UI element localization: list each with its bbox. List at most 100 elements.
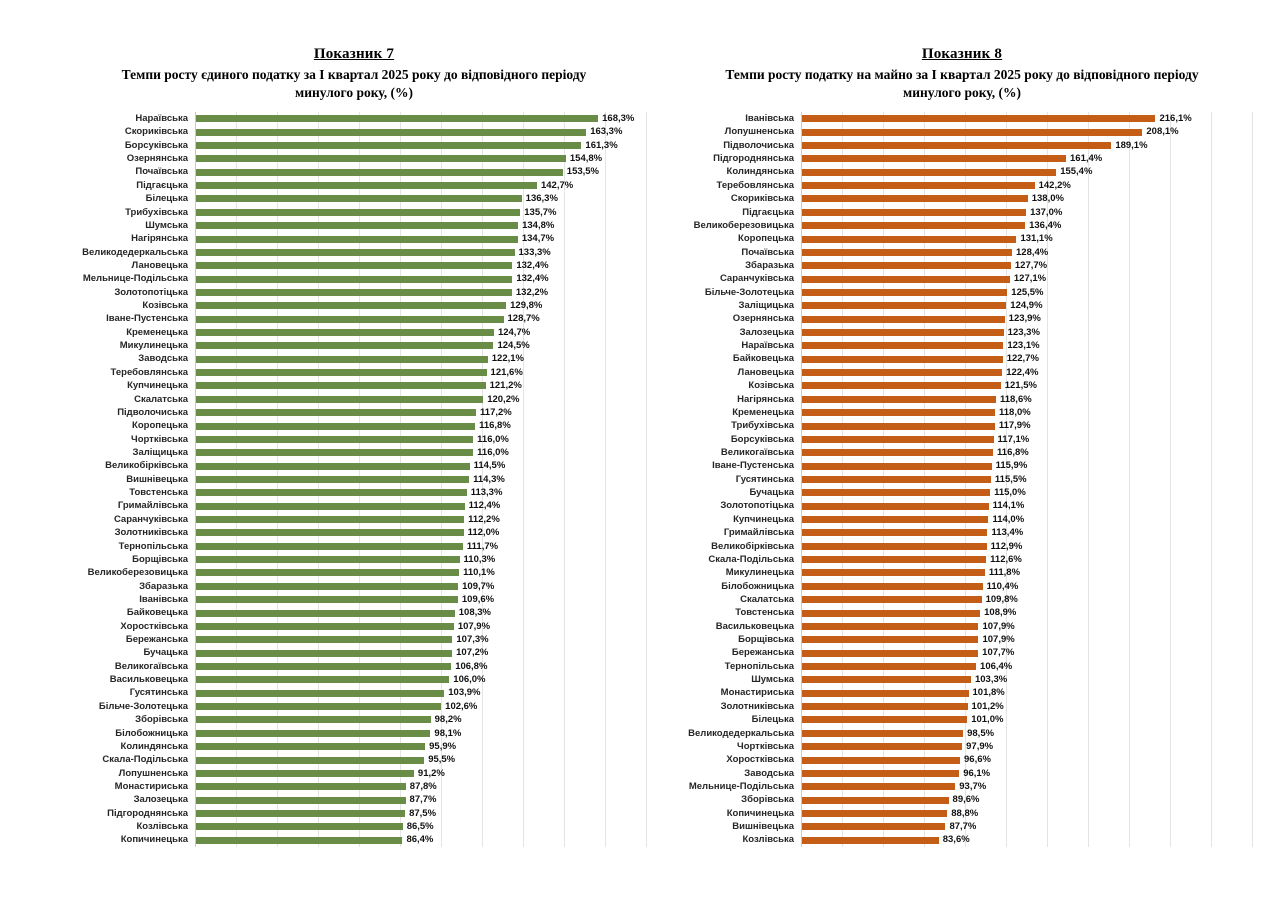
bar <box>196 649 453 657</box>
bar-track: 123,3% <box>801 325 1260 340</box>
bar-row: Купчинецька 121,2% <box>58 379 650 393</box>
category-label: Скориківська <box>730 193 794 205</box>
bar-row: Залозецька 123,3% <box>664 325 1260 340</box>
bar-track: 117,9% <box>801 419 1260 433</box>
bar-track: 122,7% <box>801 352 1260 366</box>
bar-track: 113,3% <box>195 486 650 500</box>
bar-track: 111,8% <box>801 566 1260 580</box>
bar-row: Лановецька 132,4% <box>58 259 650 273</box>
category-label: Білобожницька <box>115 727 188 739</box>
bar <box>802 315 1005 323</box>
bar-row: Озернянська 154,8% <box>58 152 650 166</box>
bar-row: Мельнице-Подільська 132,4% <box>58 272 650 286</box>
category-label: Теребовлянська <box>110 366 188 378</box>
bar-row: Бучацька 107,2% <box>58 646 650 660</box>
bar-row: Озернянська 123,9% <box>664 312 1260 326</box>
bar <box>196 462 470 470</box>
value-label: 114,0% <box>992 513 1025 525</box>
bar <box>196 141 582 149</box>
bar-track: 142,7% <box>195 178 650 193</box>
value-label: 95,5% <box>428 754 456 766</box>
value-label: 115,0% <box>994 487 1026 499</box>
category-label: Зборівська <box>741 794 794 806</box>
value-label: 114,1% <box>992 500 1025 512</box>
bar-track: 107,9% <box>801 633 1260 647</box>
bar-row: Шумська 134,8% <box>58 218 650 233</box>
bar-track: 120,2% <box>195 392 650 406</box>
category-label: Теребовлянська <box>716 179 794 191</box>
value-label: 116,0% <box>477 447 509 458</box>
bar <box>196 729 431 737</box>
bar <box>196 622 454 630</box>
bar-row: Скалатська 120,2% <box>58 392 650 406</box>
bar-track: 91,2% <box>195 766 650 781</box>
category-label: Коропецька <box>132 420 188 432</box>
bar-track: 128,4% <box>801 245 1260 260</box>
value-label: 115,9% <box>995 460 1028 472</box>
bar-track: 124,9% <box>801 299 1260 313</box>
value-label: 117,2% <box>480 406 512 418</box>
category-label: Мельнице-Подільська <box>688 780 794 792</box>
category-label: Купчинецька <box>127 380 188 392</box>
bar-row: Хоростківська 107,9% <box>58 619 650 634</box>
value-label: 113,3% <box>470 487 503 499</box>
bar <box>196 609 455 617</box>
category-label: Васильковецька <box>109 674 188 686</box>
bar-row: Шумська 103,3% <box>664 673 1260 687</box>
value-label: 133,3% <box>518 246 551 258</box>
bar-row: Лановецька 122,4% <box>664 365 1260 380</box>
bar-row: Гусятинська 103,9% <box>58 686 650 700</box>
bar-track: 124,5% <box>195 339 650 353</box>
category-label: Підволочиська <box>117 406 188 418</box>
bar <box>802 475 991 483</box>
bar <box>196 809 406 817</box>
bar-row: Заліщицька 116,0% <box>58 446 650 460</box>
value-label: 96,1% <box>963 767 991 779</box>
category-label: Чортківська <box>737 740 794 752</box>
bar <box>196 836 403 844</box>
value-label: 136,3% <box>525 193 558 205</box>
bar <box>802 141 1112 149</box>
bar-row: Колиндянська 155,4% <box>664 165 1260 179</box>
bar-row: Васильковецька 107,9% <box>664 619 1260 634</box>
category-label: Золотниківська <box>114 527 188 539</box>
category-label: Монастириська <box>720 687 794 699</box>
category-label: Гримайлівська <box>723 527 794 539</box>
bar <box>802 676 971 684</box>
category-label: Мельнице-Подільська <box>82 273 188 285</box>
bar-row: Почаївська 128,4% <box>664 245 1260 260</box>
bar <box>802 569 985 577</box>
value-label: 109,7% <box>462 580 495 592</box>
bar <box>196 342 494 350</box>
value-label: 106,8% <box>455 660 488 672</box>
category-label: Кременецька <box>126 326 188 338</box>
bar-row: Вишнівецька 87,7% <box>664 820 1260 834</box>
value-label: 117,1% <box>997 433 1030 445</box>
value-label: 107,9% <box>457 620 491 632</box>
bar <box>802 609 981 617</box>
value-label: 123,1% <box>1007 340 1040 352</box>
category-label: Почаївська <box>741 246 794 258</box>
bar-track: 116,0% <box>195 432 650 447</box>
bar-row: Бережанська 107,7% <box>664 646 1260 660</box>
bar <box>802 636 979 644</box>
bar-row: Великогаївська 116,8% <box>664 446 1260 460</box>
category-label: Хоростківська <box>120 620 188 632</box>
bar <box>802 756 960 764</box>
value-label: 86,4% <box>406 834 434 846</box>
bar-track: 109,7% <box>195 579 650 594</box>
bar-track: 115,0% <box>801 486 1260 500</box>
bar <box>802 182 1035 190</box>
bar <box>196 222 519 230</box>
category-label: Колиндянська <box>726 166 794 178</box>
bar-track: 103,9% <box>195 686 650 700</box>
bar-row: Нараївська 168,3% <box>58 112 650 126</box>
bar-row: Борщівська 107,9% <box>664 633 1260 647</box>
value-label: 109,6% <box>461 593 495 605</box>
bar-row: Заліщицька 124,9% <box>664 299 1260 313</box>
bar-row: Більче-Золотецька 125,5% <box>664 285 1260 300</box>
category-label: Козівська <box>142 300 188 312</box>
bar-row: Зборівська 89,6% <box>664 793 1260 807</box>
value-label: 118,0% <box>999 406 1031 418</box>
category-label: Великоберезовицька <box>87 567 188 579</box>
